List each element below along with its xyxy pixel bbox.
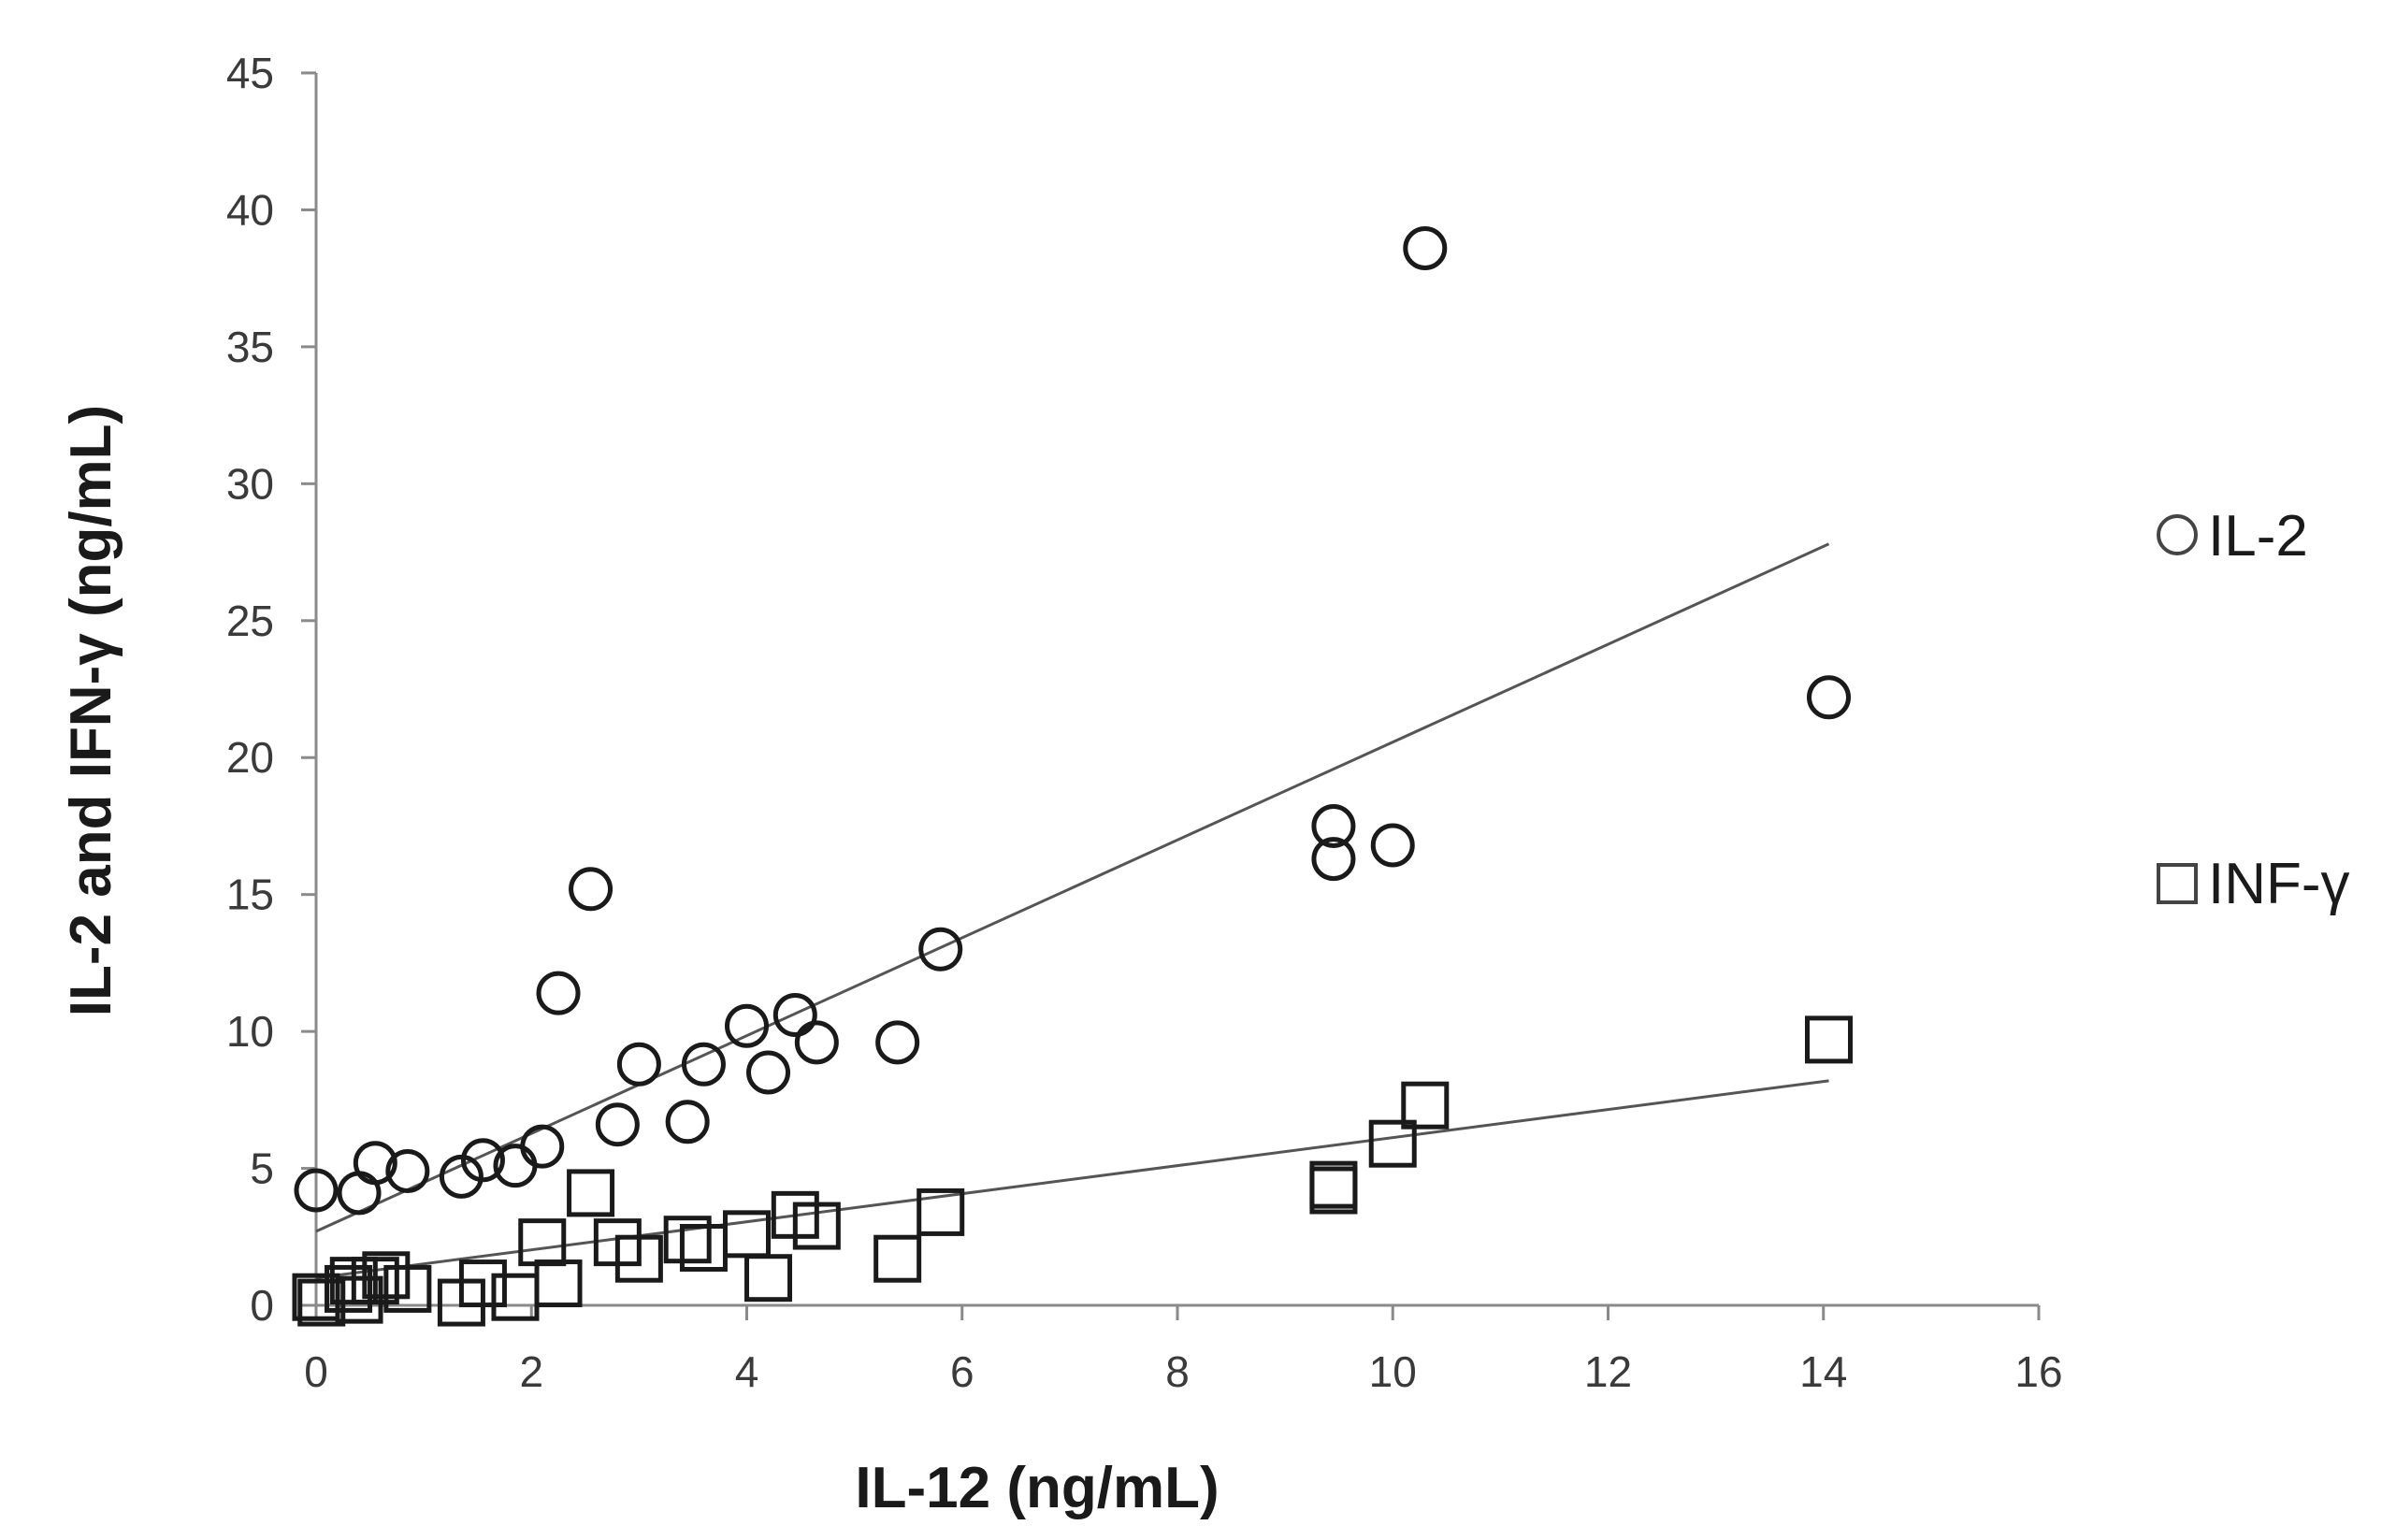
x-tick-label: 8 xyxy=(1165,1347,1190,1396)
inf-gamma-point xyxy=(1401,1081,1450,1130)
inf-gamma-point xyxy=(1805,1015,1854,1064)
x-tick-label: 14 xyxy=(1799,1347,1847,1396)
il-2-point xyxy=(520,1124,565,1169)
il-2-point xyxy=(1370,823,1415,868)
legend-item-il-2: IL-2 xyxy=(2157,504,2308,569)
il-2-point xyxy=(794,1020,839,1065)
il-2-point xyxy=(460,1138,505,1183)
inf-gamma-point xyxy=(873,1234,922,1283)
inf-gamma-point xyxy=(744,1254,793,1303)
y-tick-label: 5 xyxy=(250,1144,274,1193)
il-2-point xyxy=(681,1042,726,1087)
x-tick-label: 4 xyxy=(735,1347,759,1396)
trendline-il-2 xyxy=(315,542,1830,1233)
y-tick-label: 40 xyxy=(226,185,274,234)
inf-gamma-point xyxy=(567,1169,615,1217)
il-2-point xyxy=(1311,803,1356,848)
legend-label-il-2: IL-2 xyxy=(2208,504,2308,569)
data-markers xyxy=(292,225,1854,1327)
il-2-point xyxy=(353,1141,397,1186)
legend-item-inf-gamma: INF-γ xyxy=(2157,852,2350,916)
il-2-point xyxy=(725,1003,769,1048)
x-tick-label: 10 xyxy=(1369,1347,1417,1396)
inf-gamma-point xyxy=(325,1264,373,1313)
y-tick-label: 30 xyxy=(226,459,274,508)
legend-label-inf-gamma: INF-γ xyxy=(2208,852,2350,916)
legend-square-marker xyxy=(2157,863,2198,904)
il-2-point xyxy=(595,1102,640,1147)
x-tick-label: 16 xyxy=(2014,1347,2062,1396)
y-tick-label: 25 xyxy=(226,597,274,645)
trendline-inf-gamma xyxy=(315,1079,1829,1280)
legend-circle-marker xyxy=(2157,514,2198,555)
inf-gamma-point xyxy=(351,1257,399,1305)
inf-gamma-point xyxy=(1368,1119,1417,1168)
x-axis-title: IL-12 (ng/mL) xyxy=(855,1456,1219,1520)
x-axis: 0 2 4 6 8 10 12 14 16 xyxy=(304,1303,2063,1396)
x-tick-label: 0 xyxy=(304,1347,328,1396)
il-2-point xyxy=(875,1020,920,1065)
inf-gamma-point xyxy=(792,1202,841,1250)
inf-gamma-point xyxy=(614,1234,663,1283)
y-tick-label: 35 xyxy=(226,323,274,371)
x-tick-label: 2 xyxy=(519,1347,543,1396)
inf-gamma-point xyxy=(1309,1160,1358,1209)
x-tick-label: 12 xyxy=(1584,1347,1632,1396)
il-2-point xyxy=(1311,837,1356,882)
y-tick-label: 0 xyxy=(250,1281,274,1330)
il-2-point xyxy=(1807,675,1852,720)
y-tick-label: 45 xyxy=(226,49,274,97)
il-2-point xyxy=(337,1171,382,1216)
inf-gamma-point xyxy=(663,1216,712,1264)
y-tick-label: 20 xyxy=(226,733,274,782)
il-2-point xyxy=(536,971,581,1015)
trendlines xyxy=(315,542,1830,1280)
il-2-point xyxy=(569,867,613,912)
legend: IL-2 INF-γ xyxy=(2157,504,2350,916)
il-2-point xyxy=(294,1168,339,1213)
il-2-point xyxy=(772,993,817,1038)
il-2-point xyxy=(385,1148,430,1193)
il-2-point xyxy=(616,1042,661,1087)
il-2-point xyxy=(665,1100,710,1144)
inf-gamma-point xyxy=(534,1259,583,1308)
il-2-point xyxy=(1403,225,1448,270)
inf-gamma-point xyxy=(518,1218,567,1267)
inf-gamma-point xyxy=(917,1187,965,1236)
il-2-point xyxy=(918,927,963,971)
inf-gamma-point xyxy=(383,1264,432,1313)
y-tick-label: 15 xyxy=(226,871,274,919)
y-tick-label: 10 xyxy=(226,1007,274,1056)
x-tick-label: 6 xyxy=(950,1347,974,1396)
y-axis-title: IL-2 and IFN-γ (ng/mL) xyxy=(59,405,123,1016)
il-2-point xyxy=(746,1050,791,1095)
y-axis: 0 5 10 15 20 25 30 35 40 45 xyxy=(226,49,318,1330)
inf-gamma-point xyxy=(458,1259,507,1308)
